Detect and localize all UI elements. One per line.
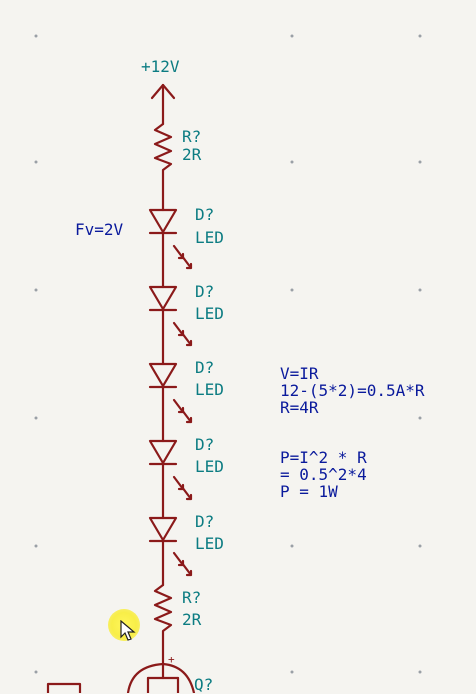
led-3-value[interactable]: LED: [195, 380, 224, 399]
led-1-symbol[interactable]: [148, 208, 193, 289]
led-1-ref[interactable]: D?: [195, 205, 215, 224]
transistor-symbol[interactable]: +: [126, 653, 196, 693]
led-2-ref[interactable]: D?: [195, 282, 215, 301]
led-3-symbol[interactable]: [148, 362, 193, 443]
calc-resistance-line-1: V=IR: [280, 364, 319, 383]
led-5-symbol[interactable]: [148, 516, 193, 587]
calc-resistance-line-2: 12-(5*2)=0.5A*R: [280, 381, 425, 400]
calc-resistance-line-3: R=4R: [280, 398, 319, 417]
resistor-top-value[interactable]: 2R: [182, 145, 202, 164]
calc-power-line-2: = 0.5^2*4: [280, 465, 367, 484]
led-2-value[interactable]: LED: [195, 304, 224, 323]
grid-dots: [34, 34, 422, 674]
resistor-top-ref[interactable]: R?: [182, 127, 202, 146]
resistor-bottom-symbol[interactable]: [153, 583, 173, 666]
transistor-ref[interactable]: Q?: [194, 675, 214, 694]
led-4-symbol[interactable]: [148, 439, 193, 520]
calc-power-line-1: P=I^2 * R: [280, 448, 367, 467]
led-4-value[interactable]: LED: [195, 457, 224, 476]
partial-component-symbol: [46, 682, 82, 693]
calc-power-line-3: P = 1W: [280, 482, 338, 501]
power-arrow-icon[interactable]: [150, 83, 176, 126]
mouse-pointer-icon: [120, 620, 136, 641]
led-1-value[interactable]: LED: [195, 228, 224, 247]
power-label: +12V: [141, 57, 180, 76]
svg-text:+: +: [168, 653, 175, 666]
led-5-ref[interactable]: D?: [195, 512, 215, 531]
resistor-bottom-value[interactable]: 2R: [182, 610, 202, 629]
led-2-symbol[interactable]: [148, 285, 193, 366]
led-5-value[interactable]: LED: [195, 534, 224, 553]
fv-note: Fv=2V: [75, 220, 124, 239]
led-3-ref[interactable]: D?: [195, 358, 215, 377]
resistor-bottom-ref[interactable]: R?: [182, 588, 202, 607]
led-4-ref[interactable]: D?: [195, 435, 215, 454]
resistor-top-symbol[interactable]: [153, 122, 173, 212]
